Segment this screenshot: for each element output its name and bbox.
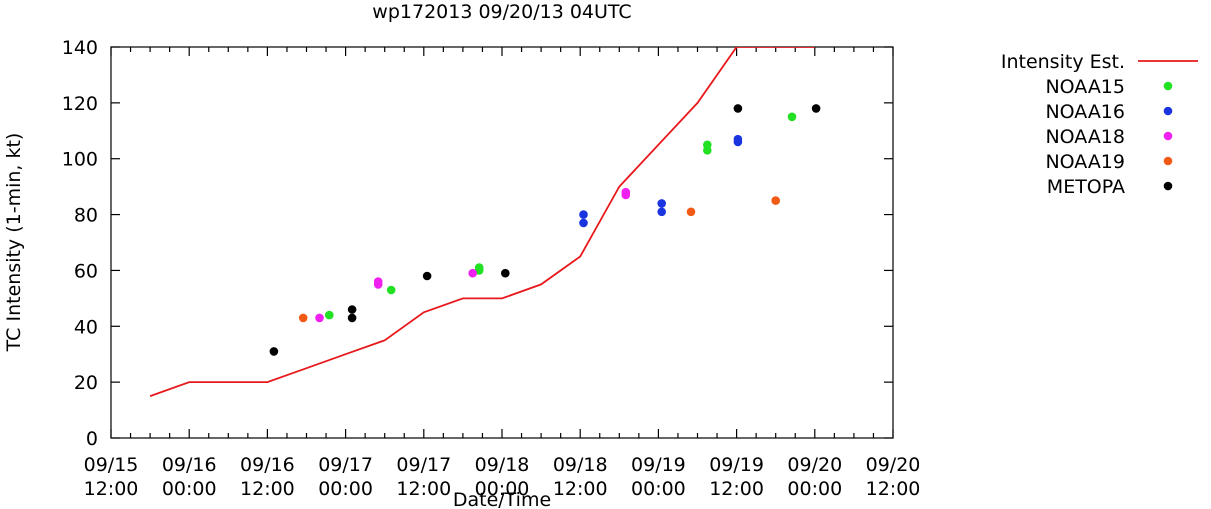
x-tick-label-time: 00:00 xyxy=(162,478,217,500)
legend-label-intensity-est: Intensity Est. xyxy=(1001,51,1125,73)
y-tick-label: 120 xyxy=(62,93,98,115)
data-point-metopa xyxy=(422,271,432,281)
data-point-metopa xyxy=(811,104,821,113)
data-point-noaa16 xyxy=(657,207,666,217)
x-tick-label-date: 09/20 xyxy=(787,454,842,476)
x-tick-label-time: 00:00 xyxy=(631,478,686,500)
data-point-noaa15 xyxy=(787,112,797,122)
data-point-noaa18 xyxy=(468,268,478,278)
x-tick-label-time: 00:00 xyxy=(475,478,530,500)
x-tick-label-date: 09/19 xyxy=(709,454,764,476)
x-tick-label-date: 09/20 xyxy=(866,454,921,476)
data-point-noaa18 xyxy=(373,277,383,286)
x-tick-label-date: 09/16 xyxy=(240,454,295,476)
x-tick-label-date: 09/16 xyxy=(162,454,217,476)
plot-frame xyxy=(110,46,894,439)
y-tick-label: 100 xyxy=(62,149,98,171)
x-tick-label-time: 12:00 xyxy=(240,478,295,500)
y-tick-label: 80 xyxy=(74,205,98,227)
chart-title: wp172013 09/20/13 04UTC xyxy=(372,1,631,23)
data-point-noaa15 xyxy=(474,263,484,272)
legend-label-metopa: METOPA xyxy=(1047,176,1125,198)
data-point-noaa18 xyxy=(315,313,324,323)
legend-swatch-noaa18 xyxy=(1163,131,1173,141)
x-tick-label-date: 09/18 xyxy=(475,454,530,476)
data-point-metopa xyxy=(347,313,357,323)
y-tick-label: 60 xyxy=(74,260,98,282)
legend-swatch-noaa16 xyxy=(1163,106,1173,116)
data-point-metopa xyxy=(347,305,357,314)
data-point-noaa16 xyxy=(579,210,588,219)
legend-swatch-noaa15 xyxy=(1163,81,1173,91)
x-tick-label-time: 12:00 xyxy=(866,478,921,500)
x-tick-label-date: 09/15 xyxy=(84,454,139,476)
data-point-noaa19 xyxy=(686,207,696,217)
x-tick-label-date: 09/19 xyxy=(631,454,686,476)
legend-label-noaa16: NOAA16 xyxy=(1045,101,1125,123)
y-axis-label: TC Intensity (1-min, kt) xyxy=(3,133,25,353)
data-point-noaa15 xyxy=(386,285,396,295)
y-tick-label: 140 xyxy=(62,37,98,59)
x-tick-label-date: 09/17 xyxy=(396,454,451,476)
data-point-noaa15 xyxy=(325,310,334,320)
data-point-metopa xyxy=(733,104,743,113)
x-tick-label-time: 00:00 xyxy=(318,478,373,500)
legend-label-noaa19: NOAA19 xyxy=(1045,151,1125,173)
data-point-noaa19 xyxy=(771,196,780,205)
legend-swatch-noaa19 xyxy=(1163,156,1173,166)
legend: Intensity Est. NOAA15 NOAA16 NOAA18 NOAA19 ME… xyxy=(1001,51,1198,198)
data-point-noaa16 xyxy=(657,199,666,208)
data-point-noaa16 xyxy=(733,134,743,144)
x-tick-label-date: 09/17 xyxy=(318,454,373,476)
data-point-noaa19 xyxy=(298,313,308,323)
x-tick-label-time: 00:00 xyxy=(787,478,842,500)
series-layer xyxy=(149,47,821,397)
data-point-noaa18 xyxy=(621,187,631,197)
data-point-noaa16 xyxy=(579,218,588,228)
y-tick-label: 40 xyxy=(74,316,98,338)
x-tick-label-time: 12:00 xyxy=(84,478,139,500)
x-tick-label-time: 12:00 xyxy=(553,478,608,500)
y-tick-label: 0 xyxy=(86,428,98,450)
data-point-noaa15 xyxy=(703,140,712,150)
y-tick-label: 20 xyxy=(74,372,98,394)
y-axis: 0 20 40 60 80 100 120 140 xyxy=(62,37,893,450)
legend-label-noaa18: NOAA18 xyxy=(1045,126,1125,148)
legend-label-noaa15: NOAA15 xyxy=(1045,76,1125,98)
x-tick-label-date: 09/18 xyxy=(553,454,608,476)
x-axis-label: Date/Time xyxy=(453,489,551,509)
legend-swatch-metopa xyxy=(1163,181,1173,191)
data-point-metopa xyxy=(269,347,279,356)
x-tick-label-time: 12:00 xyxy=(396,478,451,500)
data-point-metopa xyxy=(501,268,510,278)
x-tick-label-time: 12:00 xyxy=(709,478,764,500)
x-axis: 09/1512:0009/1600:0009/1612:0009/1700:00… xyxy=(84,47,921,500)
series-line-intensity-est xyxy=(149,47,815,397)
